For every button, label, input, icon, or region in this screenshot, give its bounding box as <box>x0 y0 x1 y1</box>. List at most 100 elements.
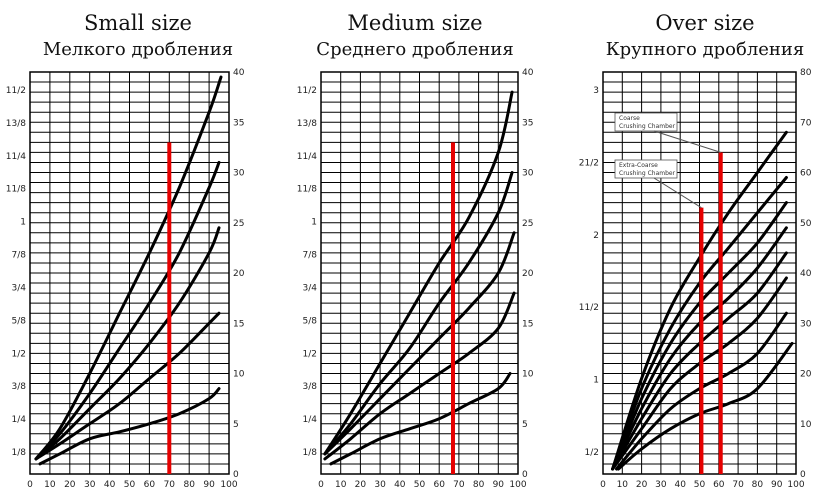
left-tick-label: 7/8 <box>12 251 27 261</box>
right-tick-label: 0 <box>800 470 806 480</box>
gradation-curve-4 <box>34 311 221 461</box>
left-tick-label: 1 <box>20 218 26 228</box>
left-tick-label: 3 <box>593 86 599 96</box>
x-tick-label: 40 <box>394 480 406 490</box>
left-tick-label: 1/2 <box>12 349 26 359</box>
gradation-curve-1 <box>611 130 788 471</box>
right-tick-label: 10 <box>522 370 534 380</box>
left-tick-label: 13/8 <box>297 119 317 129</box>
x-tick-label: 60 <box>144 480 156 490</box>
x-tick-label: 100 <box>787 480 804 490</box>
left-tick-label: 1/8 <box>12 448 27 458</box>
x-tick-label: 0 <box>600 480 606 490</box>
x-tick-label: 40 <box>674 480 686 490</box>
left-tick-label: 21/2 <box>579 158 599 168</box>
left-tick-label: 7/8 <box>303 251 318 261</box>
left-tick-label: 11/2 <box>6 86 26 96</box>
gradation-curve-1 <box>34 75 223 461</box>
left-tick-label: 11/8 <box>6 185 26 195</box>
x-tick-label: 50 <box>124 480 136 490</box>
x-tick-label: 90 <box>203 480 215 490</box>
left-tick-label: 1/8 <box>303 448 318 458</box>
x-tick-label: 10 <box>44 480 56 490</box>
x-tick-label: 100 <box>509 480 526 490</box>
x-tick-label: 90 <box>493 480 505 490</box>
right-tick-label: 40 <box>233 68 245 78</box>
left-tick-label: 3/8 <box>303 382 318 392</box>
left-tick-label: 1/4 <box>12 415 27 425</box>
gradation-curve-1 <box>323 90 514 456</box>
x-tick-label: 70 <box>732 480 744 490</box>
callout-label-line: Extra-Coarse <box>619 162 658 169</box>
right-tick-label: 35 <box>233 118 244 128</box>
x-tick-label: 0 <box>318 480 324 490</box>
x-tick-label: 0 <box>27 480 33 490</box>
gradation-curve-2 <box>34 160 221 461</box>
x-tick-label: 80 <box>752 480 764 490</box>
gradation-curve-5 <box>38 387 221 466</box>
x-tick-label: 50 <box>694 480 706 490</box>
callout-box <box>614 112 678 132</box>
left-tick-label: 1 <box>593 376 599 386</box>
left-tick-label: 1/2 <box>585 448 599 458</box>
x-tick-label: 100 <box>220 480 237 490</box>
x-tick-label: 20 <box>355 480 367 490</box>
gradation-curve-4 <box>323 291 516 461</box>
right-tick-label: 60 <box>800 169 812 179</box>
right-tick-label: 20 <box>233 269 245 279</box>
right-tick-label: 25 <box>522 219 533 229</box>
x-tick-label: 70 <box>453 480 465 490</box>
right-tick-label: 70 <box>800 118 812 128</box>
right-tick-label: 30 <box>233 169 245 179</box>
right-tick-label: 30 <box>800 319 812 329</box>
right-tick-label: 20 <box>522 269 534 279</box>
right-tick-label: 15 <box>233 319 244 329</box>
x-tick-label: 10 <box>617 480 629 490</box>
right-tick-label: 50 <box>800 219 812 229</box>
left-tick-label: 11/2 <box>579 303 599 313</box>
right-tick-label: 15 <box>522 319 533 329</box>
x-tick-label: 80 <box>473 480 485 490</box>
gradation-curve-2 <box>323 171 514 456</box>
right-tick-label: 80 <box>800 68 812 78</box>
chart-subtitle: Среднего дробления <box>316 39 513 60</box>
left-tick-label: 5/8 <box>12 316 27 326</box>
gradation-curve-3 <box>323 231 516 456</box>
left-tick-label: 11/4 <box>6 152 26 162</box>
x-tick-label: 30 <box>84 480 96 490</box>
left-tick-label: 3/4 <box>303 283 318 293</box>
left-tick-label: 13/8 <box>6 119 26 129</box>
callout-box <box>614 159 678 179</box>
callout-leader <box>653 130 721 153</box>
left-tick-label: 2 <box>593 231 599 241</box>
left-tick-label: 5/8 <box>303 316 318 326</box>
x-tick-label: 60 <box>433 480 445 490</box>
right-tick-label: 0 <box>233 470 239 480</box>
right-tick-label: 5 <box>233 420 239 430</box>
gradation-curve-3 <box>34 226 221 461</box>
left-tick-label: 3/8 <box>12 382 27 392</box>
callout-leader <box>653 177 702 209</box>
right-tick-label: 0 <box>522 470 528 480</box>
x-tick-label: 90 <box>771 480 783 490</box>
right-tick-label: 35 <box>522 118 533 128</box>
right-tick-label: 40 <box>800 269 812 279</box>
left-tick-label: 11/8 <box>297 185 317 195</box>
x-tick-label: 10 <box>335 480 347 490</box>
left-tick-label: 1/4 <box>303 415 318 425</box>
chart-title: Over size <box>655 11 754 35</box>
right-tick-label: 5 <box>522 420 528 430</box>
right-tick-label: 10 <box>233 370 245 380</box>
x-tick-label: 80 <box>183 480 195 490</box>
chart-subtitle: Крупного дробления <box>606 39 805 60</box>
x-tick-label: 70 <box>164 480 176 490</box>
x-tick-label: 60 <box>713 480 725 490</box>
right-tick-label: 30 <box>522 169 534 179</box>
callout-label-line: Coarse <box>619 115 640 122</box>
chart-title: Medium size <box>347 11 482 35</box>
